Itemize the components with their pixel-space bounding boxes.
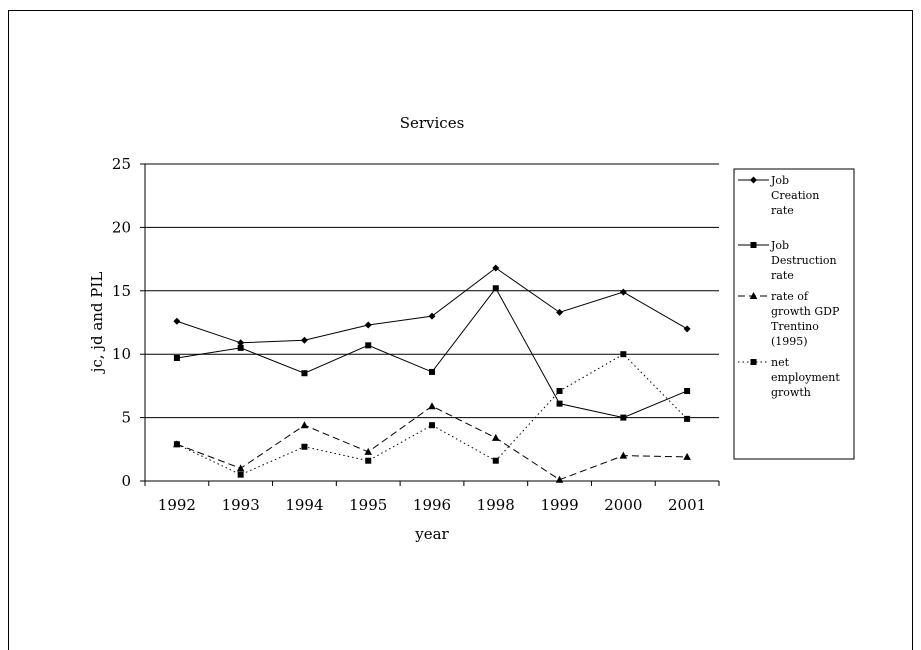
legend-entry-1: Job Creation rate [738, 174, 819, 217]
legend-label: net [771, 356, 790, 369]
x-tick-label: 1992 [158, 496, 196, 514]
data-point [173, 355, 180, 362]
data-point [429, 368, 435, 375]
data-point [365, 342, 372, 349]
data-point [684, 387, 691, 394]
data-point [492, 457, 499, 464]
y-tick-label: 0 [121, 472, 131, 490]
data-point [173, 317, 181, 325]
series-1 [173, 264, 691, 347]
gridlines [145, 163, 719, 419]
legend: Job Creation rate Job Destruction rate rate of… [738, 174, 840, 399]
x-tick-labels: 1992 1993 1994 1995 1996 1998 1999 2000 2001 [158, 496, 706, 514]
legend-entry-2: Job Destruction rate [738, 239, 837, 282]
data-point [365, 457, 372, 464]
legend-box [733, 168, 855, 460]
data-point [619, 451, 628, 459]
legend-label: Job [770, 239, 789, 252]
x-tick-label: 1995 [349, 496, 387, 514]
data-point [429, 422, 435, 429]
data-point [173, 441, 180, 448]
series-layer [173, 264, 691, 483]
chart-title: Services [400, 114, 465, 132]
series-4 [173, 351, 691, 478]
legend-label: Trentino [771, 320, 819, 333]
data-point [683, 325, 691, 333]
y-tick-label: 20 [112, 218, 131, 236]
data-point [237, 344, 244, 351]
series-2 [173, 285, 691, 421]
legend-marker [750, 242, 757, 248]
y-axis-label: jc, jd and PIL [88, 272, 106, 375]
y-tick-label: 10 [112, 345, 131, 363]
legend-label: Destruction [771, 254, 837, 267]
data-point [236, 464, 245, 472]
data-point [237, 339, 245, 347]
legend-label: rate of [771, 290, 809, 303]
data-point [620, 351, 627, 358]
x-tick-label: 1998 [477, 496, 515, 514]
data-point [619, 288, 627, 296]
chart-frame [8, 10, 913, 650]
series-line [176, 353, 688, 476]
x-tick-label: 2000 [604, 496, 642, 514]
series-line [176, 267, 688, 344]
legend-label: rate [771, 204, 794, 217]
data-point [301, 370, 308, 377]
legend-label: (1995) [771, 335, 808, 348]
legend-marker [750, 176, 757, 184]
data-point [428, 402, 436, 410]
data-point [364, 447, 373, 455]
data-point [492, 285, 499, 292]
data-point [491, 433, 500, 441]
legend-marker [749, 292, 758, 299]
x-tick-label: 2001 [668, 496, 706, 514]
legend-entry-4: net employment growth [738, 356, 840, 399]
data-point [556, 387, 563, 394]
x-tick-label: 1999 [540, 496, 578, 514]
data-point [555, 475, 564, 483]
data-point [300, 421, 309, 429]
data-point [364, 321, 372, 329]
legend-entry-3: rate of growth GDP Trentino (1995) [738, 290, 840, 348]
data-point [300, 336, 308, 344]
data-point [428, 312, 436, 320]
line-chart: Services 0 5 10 15 20 25 1992 1993 1994 1995 1996… [88, 114, 855, 543]
series-line [176, 287, 688, 419]
y-tick-labels: 0 5 10 15 20 25 [112, 155, 131, 490]
data-point [492, 264, 500, 272]
legend-label: growth [771, 386, 811, 399]
legend-label: growth GDP [771, 305, 840, 318]
data-point [301, 443, 308, 450]
legend-label: employment [771, 371, 840, 384]
x-tick-label: 1994 [285, 496, 323, 514]
data-point [556, 308, 564, 316]
data-point [683, 452, 691, 460]
legend-label: Creation [771, 189, 819, 202]
data-point [237, 471, 244, 478]
data-point [620, 414, 627, 421]
axes [140, 163, 720, 486]
data-point [684, 415, 691, 422]
x-tick-label: 1996 [413, 496, 451, 514]
data-point [556, 400, 563, 407]
legend-label: Job [770, 174, 789, 187]
x-axis-label: year [414, 525, 449, 543]
x-tick-label: 1993 [222, 496, 260, 514]
y-tick-label: 15 [112, 282, 131, 300]
legend-label: rate [771, 269, 794, 282]
legend-marker [750, 359, 757, 365]
y-tick-label: 5 [121, 409, 131, 427]
y-tick-label: 25 [112, 155, 131, 173]
